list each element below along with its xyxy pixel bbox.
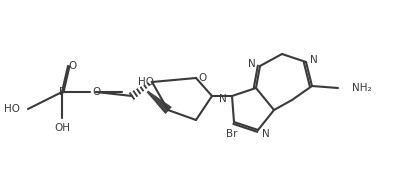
- Text: N: N: [219, 94, 227, 104]
- Text: HO: HO: [4, 104, 20, 114]
- Text: N: N: [248, 59, 256, 69]
- Text: P: P: [59, 87, 65, 97]
- Text: O: O: [92, 87, 100, 97]
- Text: OH: OH: [54, 123, 70, 133]
- Text: Br: Br: [226, 129, 238, 139]
- Text: O: O: [68, 61, 76, 71]
- Text: HO: HO: [138, 77, 154, 87]
- Text: N: N: [310, 55, 318, 65]
- Text: NH₂: NH₂: [352, 83, 372, 93]
- Text: O: O: [198, 73, 206, 83]
- Text: N: N: [262, 129, 270, 139]
